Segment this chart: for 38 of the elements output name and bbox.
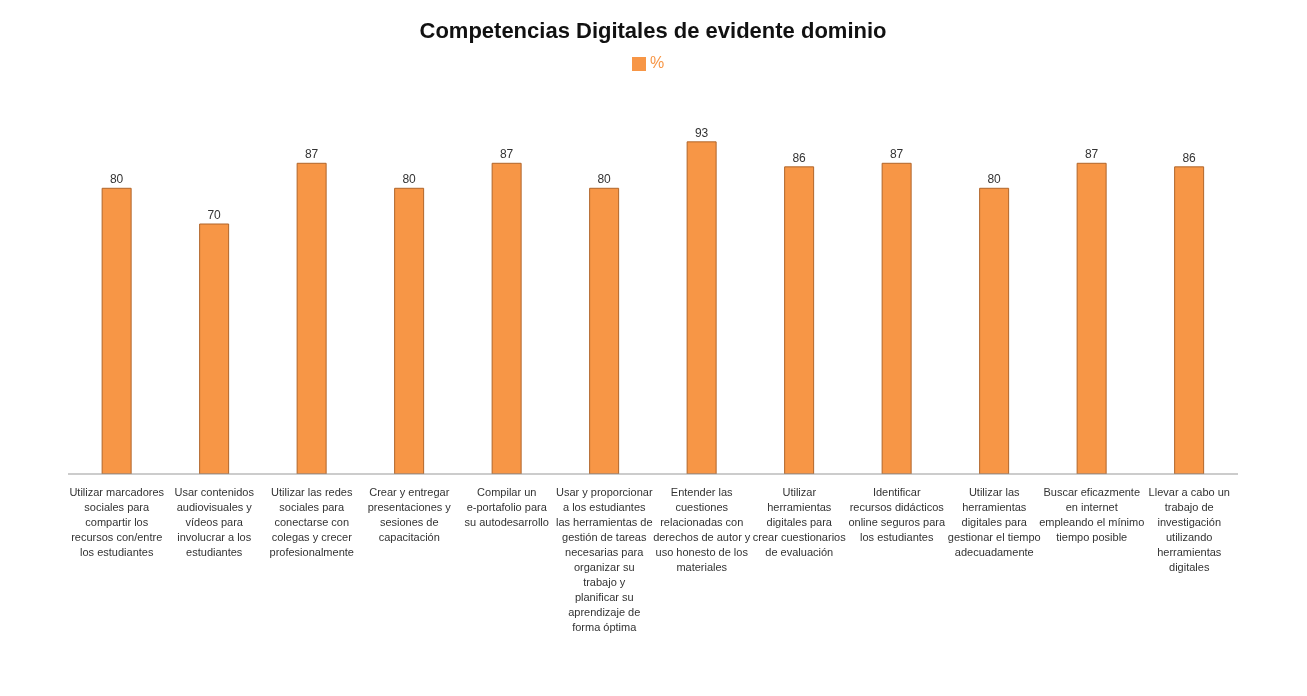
chart-title: Competencias Digitales de evidente dominio [418, 18, 888, 44]
x-tick-label: Identificar recursos didácticos online seguros para los estudiantes [848, 486, 946, 543]
bar [394, 187, 425, 474]
x-tick-label: Utilizar las redes sociales para conectarse con colegas y crecer profesionalmente [269, 486, 354, 558]
data-label: 70 [207, 208, 222, 222]
x-tick-label: Utilizar marcadores sociales para compartir los recursos con/entre los estudiantes [69, 486, 165, 558]
bar [199, 223, 230, 474]
x-tick-label: Utilizar las herramientas digitales para gestionar el tiempo adecuadamente [947, 486, 1041, 558]
bar [101, 187, 132, 474]
x-tick-label: Crear y entregar presentaciones y sesiones de capacitación [367, 486, 452, 543]
bar [589, 187, 620, 474]
x-tick-label: Usar contenidos audiovisuales y vídeos para involucrar a los estudiantes [174, 486, 255, 558]
data-label: 86 [792, 150, 807, 165]
bar [296, 162, 327, 474]
x-tick-label: Utilizar herramientas digitales para crear cuestionarios de evaluación [752, 486, 847, 558]
x-tick-label: Entender las cuestiones relacionadas con derechos de autor y uso honesto de los materiales [653, 486, 751, 573]
data-label: 80 [987, 172, 1002, 187]
legend-label: % [649, 54, 665, 71]
data-label: 87 [499, 147, 514, 162]
bar [491, 162, 522, 474]
bar [979, 187, 1010, 474]
data-label: 80 [402, 172, 417, 187]
data-label: 87 [304, 147, 319, 162]
data-label: 87 [889, 147, 904, 162]
x-tick-label: Llevar a cabo un trabajo de investigación utilizando herramientas digitales [1148, 486, 1230, 573]
data-label: 93 [694, 125, 709, 140]
category-label: Usar y proporcionar a los estudiantes las herramientas de gestión de tareas necesarias para organizar su trabajo y planificar su aprendizaje de forma óptima [555, 486, 653, 633]
bar [1076, 162, 1107, 474]
bar [686, 141, 717, 474]
x-tick-label: Buscar eficazmente en internet empleando el mínimo tiempo posible [1039, 486, 1145, 543]
bar [1174, 166, 1205, 474]
bar [784, 166, 815, 474]
data-label: 87 [1084, 147, 1099, 162]
bar [881, 162, 912, 474]
data-label: 80 [597, 172, 612, 187]
data-label: 86 [1182, 150, 1197, 165]
data-label: 80 [109, 172, 124, 187]
x-tick-label: Compilar un e-portafolio para su autodesarrollo [464, 486, 549, 528]
